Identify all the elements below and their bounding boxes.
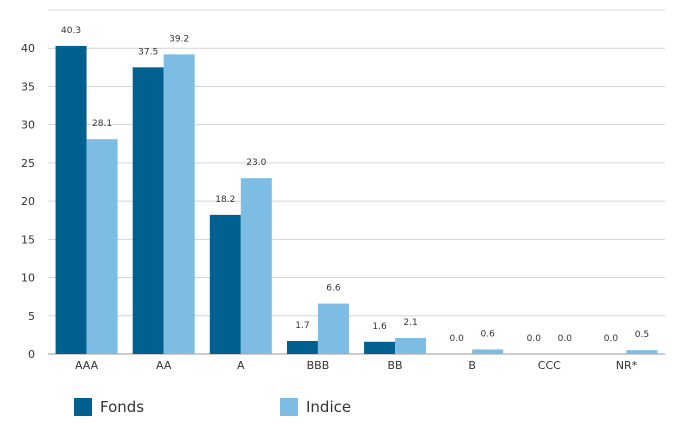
y-tick-label: 10 — [21, 272, 35, 285]
x-tick-label: A — [237, 359, 245, 372]
data-label-fonds: 1.7 — [295, 321, 309, 331]
bar-fonds — [364, 341, 396, 354]
data-label-indice: 39.2 — [169, 34, 189, 44]
data-label-indice: 23.0 — [246, 158, 266, 168]
data-label-fonds: 1.6 — [372, 322, 387, 332]
x-tick-label: AA — [156, 359, 172, 372]
data-label-fonds: 37.5 — [138, 47, 158, 57]
bar-indice — [163, 54, 195, 355]
y-tick-label: 30 — [21, 119, 35, 132]
legend-label-indice: Indice — [306, 398, 352, 416]
x-tick-label: NR* — [616, 359, 638, 372]
x-tick-label: BB — [388, 359, 403, 372]
y-tick-label: 40 — [21, 42, 35, 55]
y-axis-ticks: 0 5 10 15 20 25 30 35 40 — [21, 42, 35, 361]
bar-indice — [472, 349, 504, 354]
bars — [55, 45, 658, 355]
x-tick-label: BBB — [307, 359, 330, 372]
bar-indice — [395, 337, 427, 354]
data-label-indice: 6.6 — [326, 284, 341, 294]
bar-fonds — [55, 45, 87, 354]
legend-item-fonds: Fonds — [74, 398, 144, 416]
x-tick-label: CCC — [538, 359, 561, 372]
y-tick-label: 0 — [28, 348, 35, 361]
bar-indice — [317, 303, 349, 354]
data-label-indice: 2.1 — [403, 318, 417, 328]
data-label-indice: 0.5 — [635, 330, 649, 340]
x-tick-label: B — [468, 359, 476, 372]
legend-swatch-indice — [280, 398, 298, 416]
y-tick-label: 35 — [21, 80, 35, 93]
y-tick-label: 5 — [28, 310, 35, 323]
bar-fonds — [286, 341, 318, 354]
legend-label-fonds: Fonds — [100, 398, 145, 416]
data-label-indice: 28.1 — [92, 119, 112, 129]
x-axis-ticks: AAA AA A BBB BB B CCC NR* — [75, 359, 638, 372]
data-labels: 40.3 28.1 37.5 39.2 18.2 23.0 1.7 6.6 1.6 2.1 0.0 0… — [61, 26, 649, 344]
x-tick-label: AAA — [75, 359, 99, 372]
data-label-fonds: 18.2 — [215, 195, 235, 205]
bar-fonds — [132, 67, 164, 354]
data-label-indice: 0.6 — [481, 329, 496, 339]
bar-indice — [86, 139, 118, 354]
data-label-fonds: 0.0 — [450, 334, 465, 344]
bar-fonds — [209, 214, 241, 354]
data-label-indice: 0.0 — [558, 334, 573, 344]
data-label-fonds: 40.3 — [61, 26, 81, 36]
data-label-fonds: 0.0 — [527, 334, 542, 344]
legend-item-indice: Indice — [280, 398, 351, 416]
y-tick-label: 20 — [21, 195, 35, 208]
legend: Fonds Indice — [0, 398, 673, 423]
bar-indice — [240, 178, 272, 354]
y-tick-label: 25 — [21, 157, 35, 170]
y-tick-label: 15 — [21, 233, 35, 246]
data-label-fonds: 0.0 — [604, 334, 619, 344]
legend-swatch-fonds — [74, 398, 92, 416]
bar-indice — [626, 350, 658, 354]
